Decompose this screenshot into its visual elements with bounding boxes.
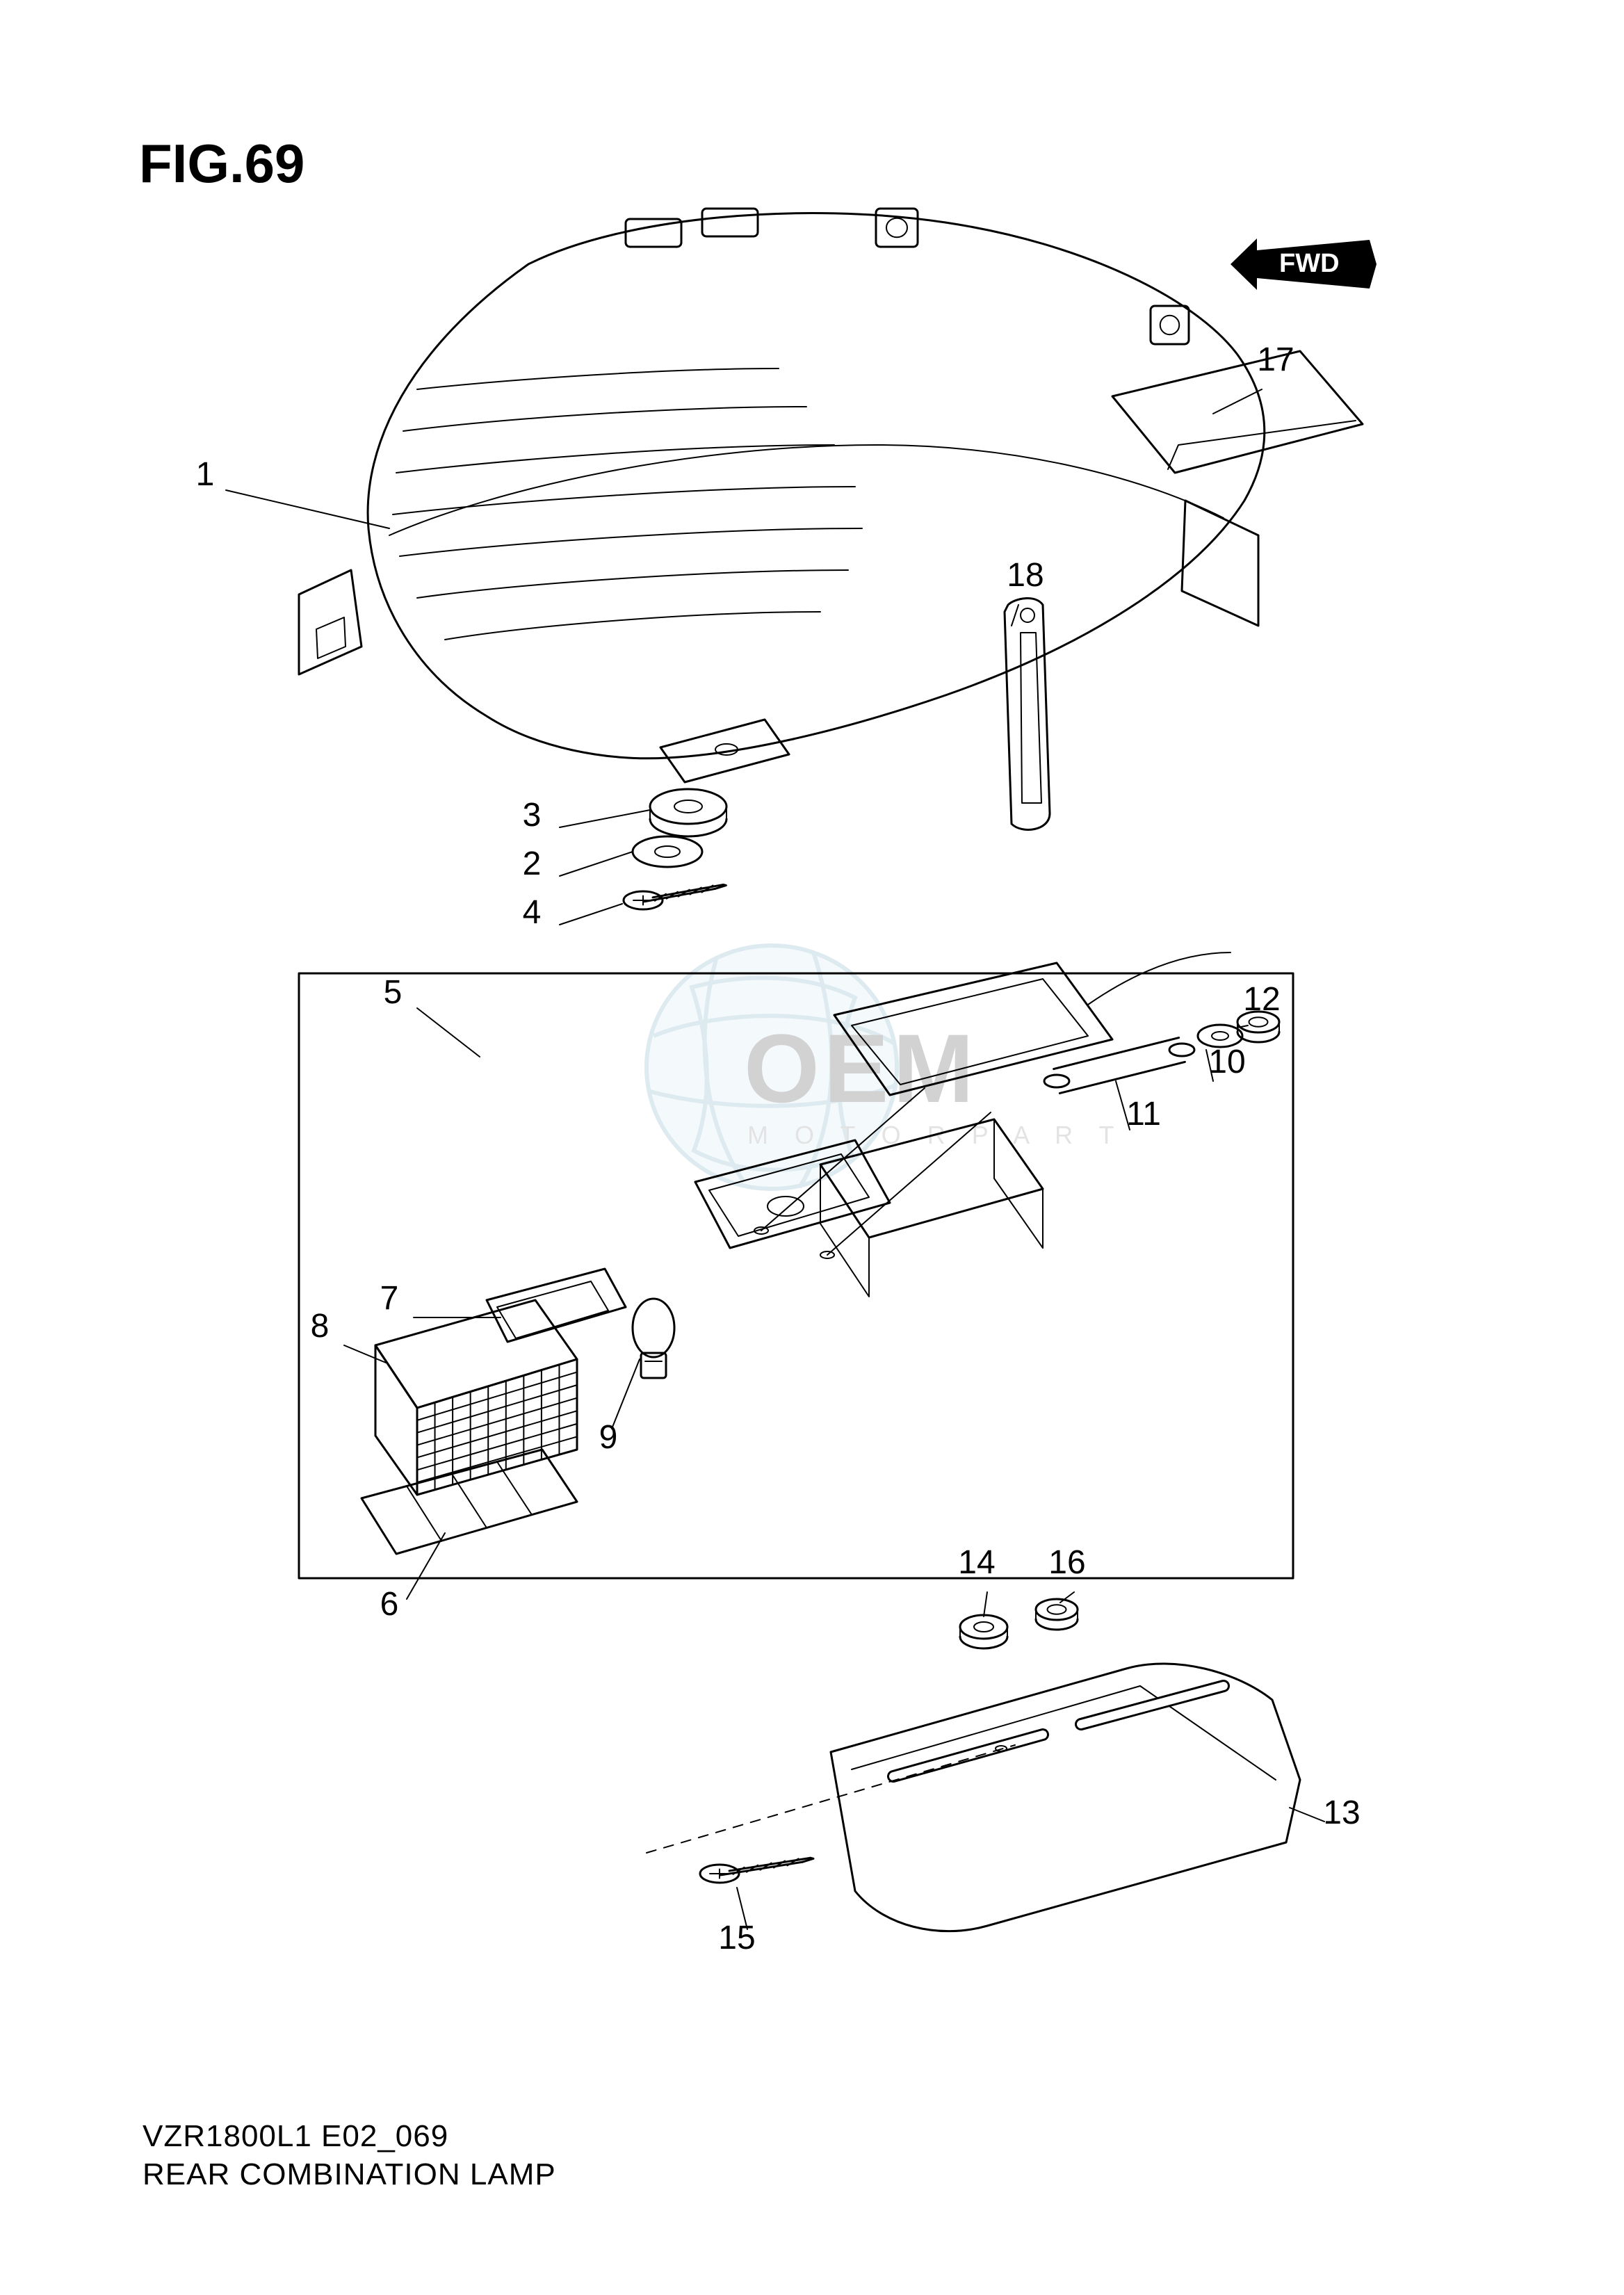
callout-7: 7 [365,1279,414,1317]
callout-16: 16 [1043,1543,1091,1582]
figure-code: VZR1800L1 E02_069 [143,2117,556,2155]
callout-14: 14 [952,1543,1001,1582]
part-13-bracket [647,1664,1300,1931]
group-box-5 [299,973,1293,1578]
exploded-diagram [0,0,1624,2295]
callout-17: 17 [1251,341,1300,379]
callout-8: 8 [295,1307,344,1345]
part-16-collar [1036,1599,1078,1630]
callout-9: 9 [584,1418,633,1457]
callout-6: 6 [365,1585,414,1623]
callout-11: 11 [1119,1095,1168,1133]
page-root: FIG.69 OEM M O T O R P A R T S FWD [0,0,1624,2295]
callout-18: 18 [1001,556,1050,594]
part-1-lamp-assy [299,209,1265,782]
callout-3: 3 [508,796,556,834]
parts-3-2-4-stack [624,789,726,909]
callout-2: 2 [508,845,556,883]
callout-12: 12 [1237,980,1286,1019]
callout-13: 13 [1317,1794,1366,1832]
callout-15: 15 [713,1919,761,1957]
part-9-bulb [633,1299,674,1378]
callout-4: 4 [508,893,556,932]
callout-10: 10 [1203,1043,1251,1081]
figure-name: REAR COMBINATION LAMP [143,2155,556,2193]
part-5-license-lamp-assy [362,952,1231,1554]
figure-footer: VZR1800L1 E02_069 REAR COMBINATION LAMP [143,2117,556,2193]
part-17-cushion-sheet [1112,351,1363,473]
part-15-screw [700,1858,813,1883]
part-6-plate [362,1450,577,1554]
callout-5: 5 [368,973,417,1012]
callout-1: 1 [181,455,229,494]
part-18-strap [1005,599,1050,830]
part-14-grommet [960,1615,1007,1648]
